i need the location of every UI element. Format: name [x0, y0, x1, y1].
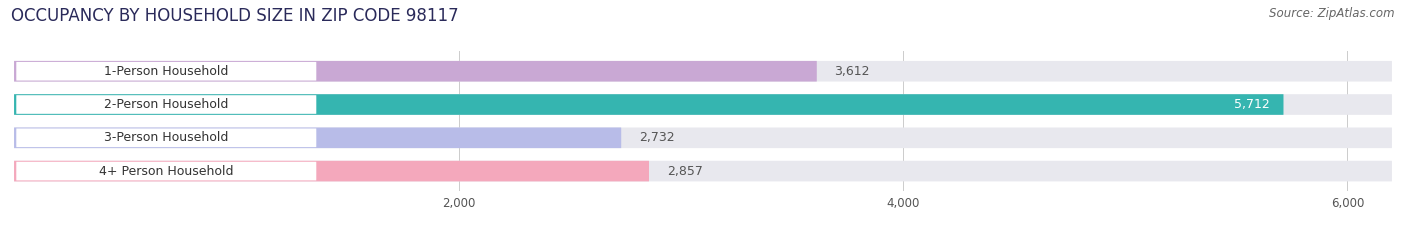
FancyBboxPatch shape: [14, 94, 1284, 115]
FancyBboxPatch shape: [14, 94, 1392, 115]
Text: 5,712: 5,712: [1234, 98, 1270, 111]
Text: 2,732: 2,732: [638, 131, 675, 144]
FancyBboxPatch shape: [14, 61, 817, 82]
FancyBboxPatch shape: [14, 61, 1392, 82]
FancyBboxPatch shape: [14, 127, 621, 148]
Text: 3,612: 3,612: [835, 65, 870, 78]
Text: 1-Person Household: 1-Person Household: [104, 65, 229, 78]
FancyBboxPatch shape: [14, 161, 1392, 182]
Text: 2,857: 2,857: [666, 164, 703, 178]
FancyBboxPatch shape: [17, 62, 316, 81]
FancyBboxPatch shape: [17, 162, 316, 180]
FancyBboxPatch shape: [14, 127, 1392, 148]
FancyBboxPatch shape: [14, 161, 650, 182]
Text: 4+ Person Household: 4+ Person Household: [98, 164, 233, 178]
FancyBboxPatch shape: [17, 128, 316, 147]
Text: 2-Person Household: 2-Person Household: [104, 98, 229, 111]
Text: 3-Person Household: 3-Person Household: [104, 131, 229, 144]
Text: OCCUPANCY BY HOUSEHOLD SIZE IN ZIP CODE 98117: OCCUPANCY BY HOUSEHOLD SIZE IN ZIP CODE …: [11, 7, 458, 25]
Text: Source: ZipAtlas.com: Source: ZipAtlas.com: [1270, 7, 1395, 20]
FancyBboxPatch shape: [17, 95, 316, 114]
